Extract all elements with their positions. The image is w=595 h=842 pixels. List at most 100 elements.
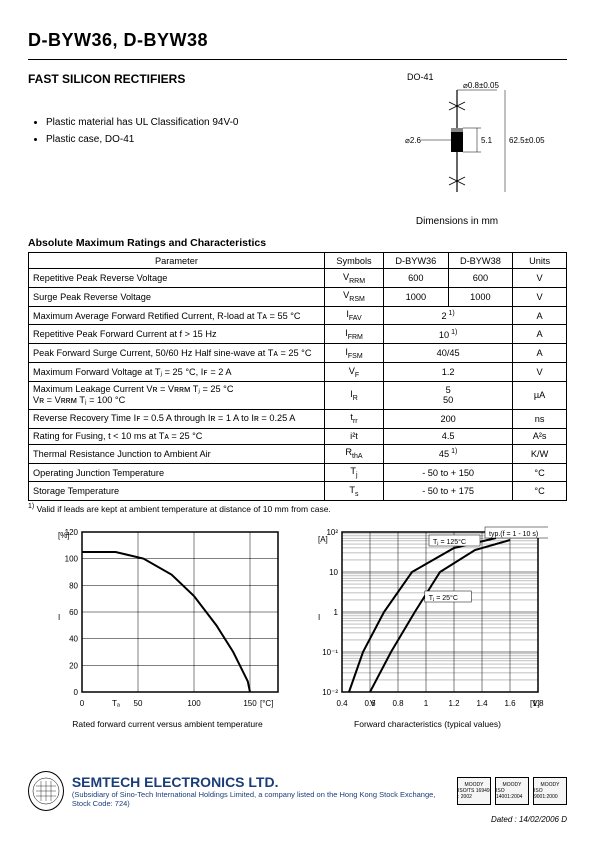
table-row: Repetitive Peak Forward Current at f > 1… (29, 325, 567, 344)
svg-text:0: 0 (73, 688, 78, 697)
cell-param: Rating for Fusing, t < 10 ms at Tᴀ = 25 … (29, 428, 325, 444)
svg-text:10⁻¹: 10⁻¹ (322, 648, 338, 657)
th-col2: D-BYW38 (448, 253, 513, 269)
cell-param: Maximum Forward Voltage at Tⱼ = 25 °C, I… (29, 363, 325, 382)
company-subtitle: (Subsidiary of Sino-Tech International H… (72, 790, 449, 808)
svg-text:Tₐ: Tₐ (112, 699, 121, 708)
svg-text:[A]: [A] (318, 535, 328, 544)
chart-forward: 0.40.60.811.21.41.61.810⁻²10⁻¹11010²Tⱼ =… (308, 524, 548, 729)
cell-symbol: IFRM (324, 325, 383, 344)
table-row: Reverse Recovery Time Iꜰ = 0.5 A through… (29, 409, 567, 428)
svg-text:[°C]: [°C] (260, 699, 273, 708)
cell-symbol: VRRM (324, 269, 383, 288)
svg-text:V: V (370, 699, 376, 708)
svg-text:0.8: 0.8 (392, 699, 404, 708)
cell-param: Surge Peak Reverse Voltage (29, 287, 325, 306)
cell-symbol: IFSM (324, 344, 383, 363)
cell-unit: ns (513, 409, 567, 428)
cell-symbol: IR (324, 381, 383, 409)
svg-text:1: 1 (423, 699, 428, 708)
svg-text:1: 1 (333, 608, 338, 617)
svg-text:⌀0.8±0.05: ⌀0.8±0.05 (463, 82, 499, 90)
cell-param: Operating Junction Temperature (29, 463, 325, 482)
diagram-caption: Dimensions in mm (347, 216, 567, 227)
company-name: SEMTECH ELECTRONICS LTD. (72, 774, 449, 790)
table-footnote: 1) Valid if leads are kept at ambient te… (28, 503, 567, 514)
cell-value: 40/45 (384, 344, 513, 363)
svg-text:1.2: 1.2 (448, 699, 460, 708)
cell-unit: V (513, 363, 567, 382)
cell-param: Thermal Resistance Junction to Ambient A… (29, 444, 325, 463)
cell-unit: °C (513, 482, 567, 501)
page-title: D-BYW36, D-BYW38 (28, 30, 208, 51)
cell-value: 600 (384, 269, 449, 288)
svg-text:40: 40 (69, 635, 78, 644)
table-row: Operating Junction TemperatureTj- 50 to … (29, 463, 567, 482)
cell-symbol: RthA (324, 444, 383, 463)
cell-value: 1000 (448, 287, 513, 306)
cell-value: 10 1) (384, 325, 513, 344)
cell-value: 1.2 (384, 363, 513, 382)
dated-line: Dated : 14/02/2006 D (28, 815, 567, 824)
th-symbols: Symbols (324, 253, 383, 269)
svg-text:0.4: 0.4 (336, 699, 348, 708)
cell-unit: °C (513, 463, 567, 482)
table-row: Peak Forward Surge Current, 50/60 Hz Hal… (29, 344, 567, 363)
subtitle: FAST SILICON RECTIFIERS (28, 72, 347, 86)
cell-symbol: VF (324, 363, 383, 382)
table-row: Thermal Resistance Junction to Ambient A… (29, 444, 567, 463)
feature-bullets: Plastic material has UL Classification 9… (28, 96, 347, 148)
cell-param: Maximum Average Forward Retified Current… (29, 306, 325, 325)
table-row: Rating for Fusing, t < 10 ms at Tᴀ = 25 … (29, 428, 567, 444)
svg-text:I: I (318, 613, 320, 622)
th-parameter: Parameter (29, 253, 325, 269)
svg-text:5.1: 5.1 (481, 136, 493, 145)
cell-unit: A (513, 325, 567, 344)
package-diagram: DO-41 ⌀0.8±0.05 ⌀2.6 5.1 62.5±0.05 Dimen… (347, 72, 567, 227)
table-row: Maximum Leakage Current Vʀ = Vʀʀᴍ Tⱼ = 2… (29, 381, 567, 409)
table-row: Maximum Average Forward Retified Current… (29, 306, 567, 325)
svg-text:50: 50 (133, 699, 142, 708)
svg-text:typ.(f = 1 - 10 s): typ.(f = 1 - 10 s) (489, 531, 538, 538)
cell-symbol: i²t (324, 428, 383, 444)
svg-text:100: 100 (64, 555, 78, 564)
cell-unit: V (513, 269, 567, 288)
svg-text:[V]: [V] (530, 699, 540, 708)
cell-symbol: Ts (324, 482, 383, 501)
table-row: Maximum Forward Voltage at Tⱼ = 25 °C, I… (29, 363, 567, 382)
table-row: Repetitive Peak Reverse VoltageVRRM60060… (29, 269, 567, 288)
page-footer: SEMTECH ELECTRONICS LTD. (Subsidiary of … (28, 771, 567, 824)
svg-text:1.6: 1.6 (504, 699, 516, 708)
cell-unit: A (513, 306, 567, 325)
cell-unit: A (513, 344, 567, 363)
cert-badges: MOODYISO/TS 16949 : 2002 MOODYISO 14001:… (457, 777, 567, 805)
package-outline-svg: ⌀0.8±0.05 ⌀2.6 5.1 62.5±0.05 (357, 82, 557, 212)
package-label: DO-41 (407, 72, 567, 82)
cell-value: 45 1) (384, 444, 513, 463)
cell-value: 200 (384, 409, 513, 428)
chart-derating: 050100150020406080100120[%]I[°C]Tₐ Rated… (48, 524, 288, 729)
cell-value: 550 (384, 381, 513, 409)
title-rule (28, 59, 567, 60)
cell-param: Reverse Recovery Time Iꜰ = 0.5 A through… (29, 409, 325, 428)
cell-param: Repetitive Peak Reverse Voltage (29, 269, 325, 288)
svg-text:1.4: 1.4 (476, 699, 488, 708)
table-row: Storage TemperatureTs- 50 to + 175°C (29, 482, 567, 501)
svg-text:62.5±0.05: 62.5±0.05 (509, 136, 545, 145)
svg-text:Tⱼ = 25°C: Tⱼ = 25°C (428, 594, 457, 602)
svg-text:I: I (58, 613, 60, 622)
cell-value: 4.5 (384, 428, 513, 444)
cell-value: 1000 (384, 287, 449, 306)
table-row: Surge Peak Reverse VoltageVRSM10001000V (29, 287, 567, 306)
cert-badge: MOODYISO 14001:2004 (495, 777, 529, 805)
cell-value: - 50 to + 175 (384, 482, 513, 501)
cell-symbol: Tj (324, 463, 383, 482)
cell-unit: V (513, 287, 567, 306)
cell-value: 600 (448, 269, 513, 288)
cell-param: Storage Temperature (29, 482, 325, 501)
cert-badge: MOODYISO/TS 16949 : 2002 (457, 777, 491, 805)
cell-unit: K/W (513, 444, 567, 463)
svg-text:0: 0 (79, 699, 84, 708)
table-title: Absolute Maximum Ratings and Characteris… (28, 237, 567, 249)
chart2-svg: 0.40.60.811.21.41.61.810⁻²10⁻¹11010²Tⱼ =… (308, 524, 548, 714)
